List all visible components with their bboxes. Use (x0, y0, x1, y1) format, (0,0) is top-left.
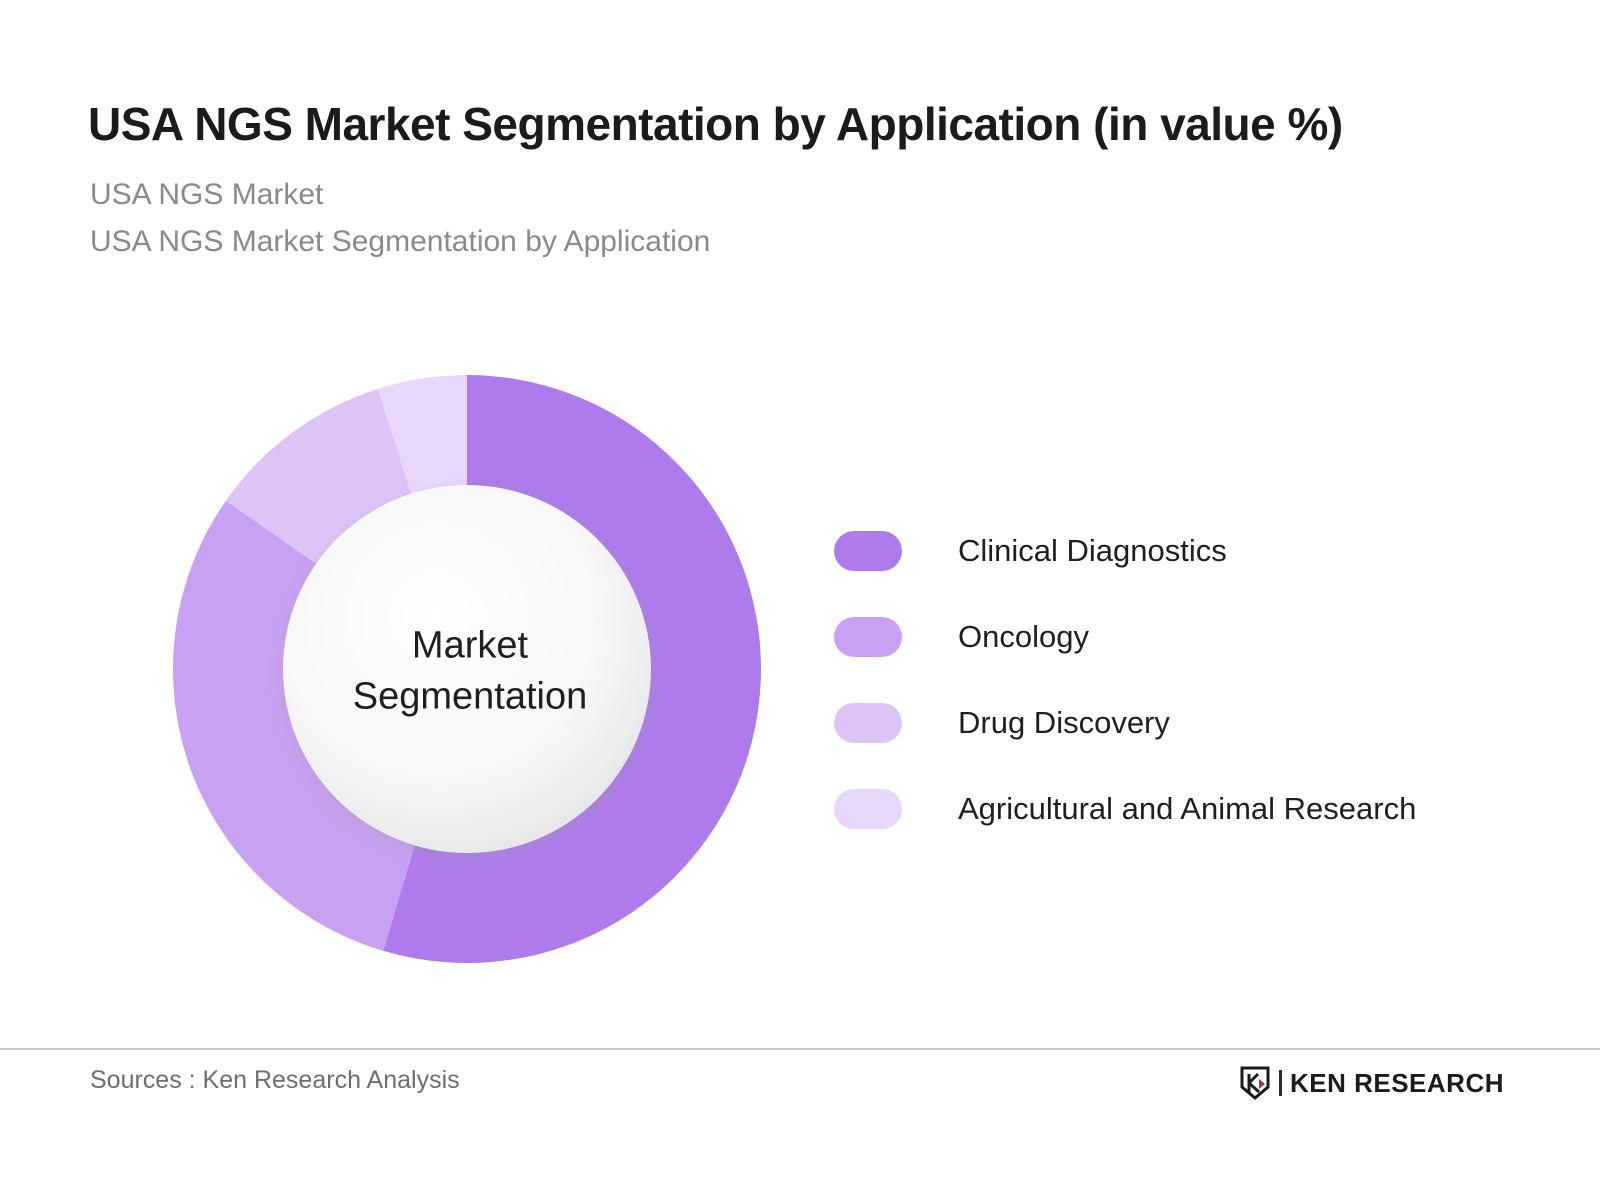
legend-item-label: Oncology (958, 619, 1089, 654)
legend-color-swatch (834, 789, 902, 829)
donut-hole (283, 485, 651, 853)
chart-legend: Clinical Diagnostics Oncology Drug Discove… (834, 508, 1494, 852)
legend-item-label: Agricultural and Animal Research (958, 791, 1417, 826)
legend-color-swatch (834, 703, 902, 743)
brand-name: KEN RESEARCH (1289, 1067, 1504, 1098)
footer-divider (0, 1048, 1600, 1050)
legend-item[interactable]: Drug Discovery (834, 680, 1494, 766)
legend-item[interactable]: Oncology (834, 594, 1494, 680)
ken-research-logo: KEN RESEARCH (1240, 1066, 1504, 1100)
ken-research-shield-icon (1240, 1066, 1270, 1100)
donut-chart: Market Segmentation (160, 362, 780, 982)
page-title: USA NGS Market Segmentation by Applicati… (88, 97, 1343, 150)
donut-chart-svg (172, 375, 761, 963)
logo-divider (1278, 1070, 1282, 1096)
subtitle-block: USA NGS Market USA NGS Market Segmentati… (90, 172, 1190, 265)
legend-item-label: Clinical Diagnostics (958, 533, 1227, 568)
subtitle-market: USA NGS Market (90, 178, 324, 211)
legend-item[interactable]: Clinical Diagnostics (834, 508, 1494, 594)
legend-color-swatch (834, 617, 902, 657)
legend-color-swatch (834, 531, 902, 571)
sources-text: Sources : Ken Research Analysis (90, 1066, 460, 1094)
legend-item[interactable]: Agricultural and Animal Research (834, 766, 1494, 852)
legend-item-label: Drug Discovery (958, 705, 1170, 740)
subtitle-segmentation: USA NGS Market Segmentation by Applicati… (90, 224, 711, 258)
